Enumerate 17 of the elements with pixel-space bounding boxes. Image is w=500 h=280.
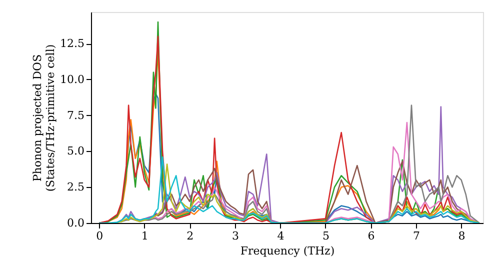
x-tick-label: 3 xyxy=(232,230,239,242)
x-tick-label: 1 xyxy=(141,230,148,242)
y-tick-label: 12.5 xyxy=(60,37,84,50)
x-tick-label: 6 xyxy=(368,230,375,242)
x-tick-label: 7 xyxy=(413,230,420,242)
x-tick-label: 0 xyxy=(96,230,104,242)
x-tick-label: 8 xyxy=(458,230,466,242)
x-axis-title: Frequency (THz) xyxy=(240,244,335,258)
x-tick-label: 2 xyxy=(186,230,194,242)
x-tick-label: 4 xyxy=(277,230,284,242)
y-tick-label: 2.5 xyxy=(67,180,84,194)
y-tick-label: 0.0 xyxy=(67,216,84,230)
x-tick-label: 5 xyxy=(322,230,330,242)
y-tick-label: 5.0 xyxy=(67,144,84,158)
y-tick-label: 7.5 xyxy=(67,108,84,122)
y-tick-label: 10.0 xyxy=(60,72,84,86)
y-axis-title: Phonon projected DOS (States/THz·primitive cell) xyxy=(31,44,58,192)
